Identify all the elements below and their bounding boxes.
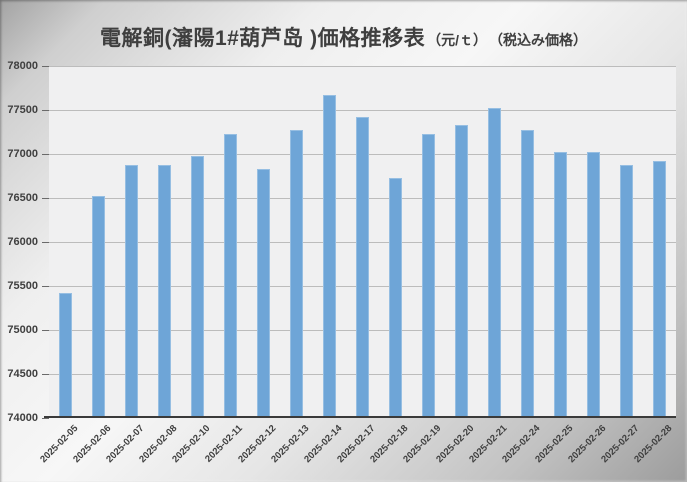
y-tick-mark [42,329,49,331]
y-tick-mark [42,197,49,199]
bar-2025-02-19 [422,134,435,418]
y-tick-label: 76500 [7,192,38,204]
chart-title: 電解銅(瀋陽1#葫芦岛 )価格推移表 （元/ｔ） （税込み価格） [0,22,687,52]
y-tick-mark [42,241,49,243]
bar-2025-02-12 [257,169,270,418]
bar-2025-02-18 [389,178,402,418]
y-tick-label: 77000 [7,148,38,160]
gridline [49,110,676,111]
bar-2025-02-11 [224,134,237,418]
gridline [49,66,676,67]
y-tick-mark [42,109,49,111]
bar-2025-02-14 [323,94,336,418]
bar-2025-02-28 [653,160,666,418]
bar-2025-02-05 [59,292,72,418]
chart-title-main: 電解銅(瀋陽1#葫芦岛 )価格推移表 [99,27,426,50]
y-tick-label: 78000 [7,60,38,72]
bar-2025-02-07 [125,165,138,418]
y-tick-label: 75000 [7,324,38,336]
y-tick-label: 74500 [7,368,38,380]
y-tick-label: 74000 [7,412,38,424]
y-tick-label: 77500 [7,104,38,116]
bar-2025-02-20 [455,125,468,418]
y-tick-mark [42,285,49,287]
y-tick-mark [42,417,49,419]
bar-2025-02-24 [521,129,534,418]
y-tick-mark [42,153,49,155]
chart-title-note: （税込み価格） [496,32,588,48]
x-axis-line [44,416,676,418]
bar-2025-02-08 [158,165,171,418]
y-tick-label: 76000 [7,236,38,248]
bar-2025-02-13 [290,129,303,418]
bar-2025-02-21 [488,107,501,418]
y-tick-mark [42,65,49,67]
plot-area [49,66,676,418]
bar-2025-02-26 [587,151,600,418]
bar-2025-02-17 [356,116,369,418]
bar-2025-02-06 [92,195,105,418]
bar-2025-02-10 [191,156,204,418]
y-tick-mark [42,373,49,375]
chart-title-unit: （元/ｔ） [427,32,488,48]
bar-2025-02-25 [554,151,567,418]
y-tick-label: 75500 [7,280,38,292]
bar-2025-02-27 [620,165,633,418]
